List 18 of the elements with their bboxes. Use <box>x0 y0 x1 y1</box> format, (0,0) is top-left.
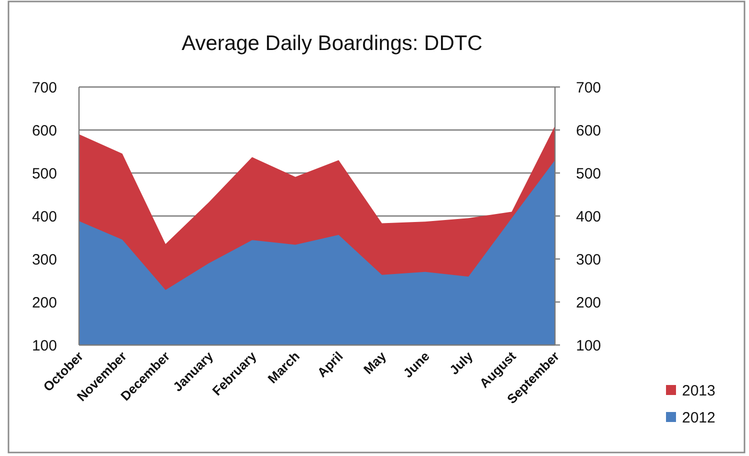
y-tick-label: 500 <box>32 165 57 182</box>
y-tick-label: 100 <box>32 337 57 354</box>
y-tick-label: 600 <box>32 122 57 140</box>
y-tick-label: 300 <box>32 251 57 268</box>
y2-tick-label: 600 <box>576 122 602 140</box>
y-tick-label: 200 <box>32 294 57 312</box>
legend-label: 2013 <box>682 382 716 400</box>
y2-tick-label: 200 <box>576 294 602 312</box>
y2-tick-label: 100 <box>576 337 602 354</box>
chart-title: Average Daily Boardings: DDTC <box>182 32 482 55</box>
y2-tick-label: 700 <box>576 79 602 96</box>
legend-label: 2012 <box>682 409 716 426</box>
y-tick-label: 700 <box>32 79 57 96</box>
y2-tick-label: 300 <box>576 251 602 268</box>
x-tick-label: July <box>446 348 476 378</box>
y-tick-label: 400 <box>32 208 57 226</box>
y2-tick-label: 500 <box>576 165 602 182</box>
y2-tick-label: 400 <box>576 208 602 226</box>
